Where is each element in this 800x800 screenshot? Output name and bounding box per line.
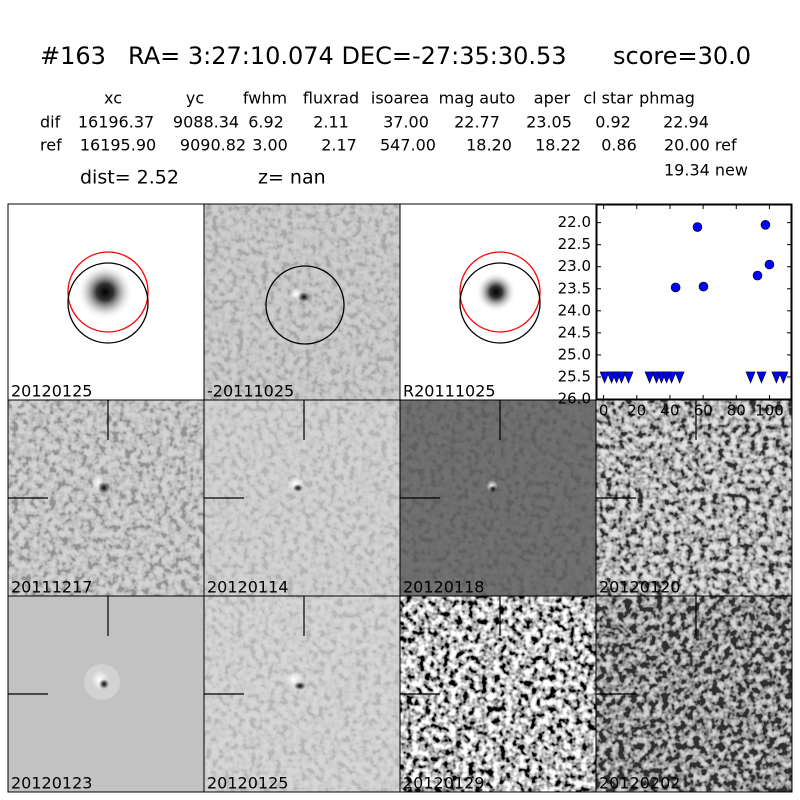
upper-limit	[778, 371, 789, 384]
source	[293, 484, 303, 492]
panel-label: 20120120	[599, 578, 680, 597]
point	[760, 220, 771, 230]
x-tick-label: 100	[755, 402, 784, 420]
plot-bg	[596, 204, 792, 400]
panel-label: 20120123	[11, 774, 92, 793]
x-tick-label: 80	[727, 402, 746, 420]
upper-limit	[745, 371, 756, 384]
upper-limit	[771, 371, 782, 384]
x-tick-label: 20	[627, 402, 646, 420]
panel-label: 20120129	[403, 774, 484, 793]
cell: 22.77	[454, 113, 500, 132]
y-tick-label: 25.0	[558, 345, 591, 363]
y-tick-label: 23.0	[558, 257, 591, 275]
circle	[67, 251, 149, 333]
candidate-id: #163	[40, 42, 106, 70]
cell: 18.20	[466, 136, 512, 155]
cell: 547.00	[380, 136, 436, 155]
point	[670, 282, 681, 293]
x-tick-label: 40	[660, 402, 679, 420]
column-header: yc	[186, 89, 204, 108]
column-header: xc	[104, 89, 122, 108]
score: score=30.0	[613, 42, 751, 70]
upper-limit	[644, 371, 655, 384]
row-label: ref	[40, 136, 62, 155]
circle	[265, 265, 345, 345]
cell: 9090.82	[180, 136, 246, 155]
y-tick-label: 25.5	[558, 367, 591, 385]
column-header: isoarea	[371, 89, 429, 108]
upper-limit	[666, 371, 677, 384]
y-tick-label: 23.5	[558, 279, 591, 297]
cell: 16195.90	[80, 136, 156, 155]
upper-limit	[599, 371, 610, 384]
crosshairs	[8, 400, 697, 695]
phmag-new: 19.34 new	[664, 161, 748, 180]
circle	[67, 262, 149, 344]
source	[294, 682, 306, 690]
column-header: mag auto	[439, 89, 516, 108]
panel-label: 20120202	[599, 774, 680, 793]
panel-label: 20120114	[207, 578, 288, 597]
y-tick-label: 22.0	[558, 213, 591, 231]
cell: 20.00 ref	[664, 136, 737, 155]
cell: 2.17	[321, 136, 357, 155]
column-header: cl star	[583, 89, 633, 108]
cell: 37.00	[383, 113, 429, 132]
y-tick-label: 26.0	[558, 390, 591, 408]
y-tick-label: 24.0	[558, 301, 591, 319]
source	[489, 485, 497, 493]
panel-frame	[595, 595, 793, 793]
column-header: phmag	[639, 89, 695, 108]
column-header: fwhm	[243, 89, 287, 108]
upper-limit	[674, 371, 685, 384]
source	[476, 272, 516, 312]
circle	[459, 262, 541, 344]
x-tick-label: 0	[599, 402, 609, 420]
x-tick-label: 60	[694, 402, 713, 420]
column-header: fluxrad	[303, 89, 359, 108]
y-tick-label: 22.5	[558, 235, 591, 253]
source	[99, 679, 109, 689]
upper-limit	[623, 371, 634, 384]
row-label: dif	[40, 113, 61, 132]
cell: 18.22	[535, 136, 581, 155]
source	[298, 292, 310, 302]
dist: dist= 2.52	[80, 167, 179, 189]
panels	[8, 204, 792, 792]
circle	[459, 251, 541, 333]
panel-label: -20111025	[207, 382, 294, 401]
cell: 2.11	[313, 113, 349, 132]
panel-label: 20120125	[11, 382, 92, 401]
coordinates: RA= 3:27:10.074 DEC=-27:35:30.53	[128, 42, 567, 70]
source	[77, 264, 133, 320]
source	[98, 482, 110, 494]
cell: 23.05	[526, 113, 572, 132]
panel-label: 20111217	[11, 578, 92, 597]
panel-label: R20111025	[403, 382, 496, 401]
cell: 3.00	[252, 136, 288, 155]
panel-bg	[204, 204, 400, 400]
point	[698, 281, 709, 292]
y-tick-label: 24.5	[558, 323, 591, 341]
upper-limit	[756, 371, 767, 384]
point	[764, 259, 775, 270]
cell: 6.92	[248, 113, 284, 132]
point	[692, 222, 703, 232]
panel-label: 20120118	[403, 578, 484, 597]
panel-label: 20120125	[207, 774, 288, 793]
cell: 16196.37	[78, 113, 154, 132]
cell: 0.92	[595, 113, 631, 132]
upper-limit	[616, 371, 627, 384]
point	[752, 270, 763, 281]
z: z= nan	[258, 167, 326, 189]
cell: 22.94	[663, 113, 709, 132]
column-header: aper	[534, 89, 571, 108]
cell: 9088.34	[173, 113, 239, 132]
cell: 0.86	[601, 136, 637, 155]
